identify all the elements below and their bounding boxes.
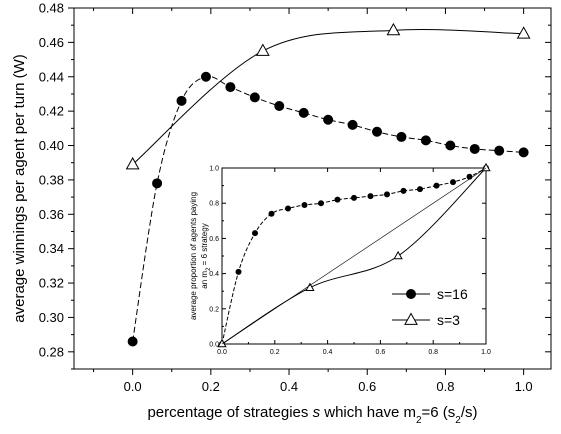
x-tick-label: 0.0	[124, 379, 142, 394]
inset-series-line-diagonal	[221, 167, 487, 345]
inset-data-point-s=16	[400, 187, 407, 194]
inset-y-axis-label-part: 2	[206, 267, 212, 271]
data-point-s=16	[518, 147, 529, 158]
x-axis-label-part: 2	[416, 415, 422, 426]
inset-data-point-s=16	[285, 205, 291, 212]
inset-data-point-s=3	[393, 250, 403, 260]
main-plot: 0.0 0.2 0.4 0.6 0.8 1.0 0.28 0.30 0.32 0.34 0.36 0.…	[11, 1, 552, 426]
inset-data-point-s=16	[235, 268, 242, 275]
data-point-s=3	[255, 43, 270, 56]
inset-y-axis-label-part: an m	[200, 271, 209, 289]
y-tick-label: 0.38	[39, 172, 64, 187]
data-point-s=3	[125, 156, 140, 170]
inset-y-tick-label: 0.6	[209, 236, 219, 243]
inset-y-tick-label: 1.0	[209, 166, 219, 173]
data-point-s=16	[469, 143, 480, 154]
inset-y-tick-label: 0.8	[209, 201, 219, 208]
data-point-s=16	[347, 119, 358, 130]
x-axis-label: percentage of strategies s which have m2…	[147, 404, 477, 426]
inset-y-axis-label-line1: average proportion of agents paying	[189, 192, 198, 320]
inset-data-point-s=16	[351, 194, 357, 201]
data-point-s=16	[249, 92, 260, 103]
inset-data-point-s=16	[417, 186, 423, 193]
inset-x-tick-label: 0.0	[217, 349, 227, 356]
inset-data-point-s=16	[433, 182, 440, 189]
data-point-s=16	[127, 336, 138, 347]
data-point-s=3	[516, 26, 531, 39]
x-axis-label-part: /s)	[461, 404, 478, 421]
data-point-s=3	[386, 22, 401, 36]
data-point-s=16	[445, 140, 456, 151]
data-point-s=16	[176, 95, 187, 106]
inset-plot: 0.0 0.2 0.4 0.6 0.8 1.0 0.0 0.2 0.4 0.6 0.8 1.0 aver…	[178, 160, 496, 360]
x-axis-label-part: s	[313, 404, 321, 421]
data-point-s=16	[372, 126, 383, 137]
data-point-s=16	[298, 107, 309, 118]
legend-label-s=3: s=3	[437, 312, 460, 328]
y-tick-label: 0.36	[39, 207, 64, 222]
data-point-s=16	[420, 135, 431, 146]
data-point-s=16	[225, 82, 236, 93]
inset-y-tick-label: 0.0	[209, 342, 219, 349]
inset-data-point-s=16	[268, 210, 275, 217]
inset-data-point-s=16	[301, 201, 308, 208]
inset-x-tick-label: 0.4	[323, 349, 333, 356]
legend-marker-s=16	[406, 289, 416, 299]
y-tick-label: 0.46	[39, 35, 64, 50]
x-tick-label: 0.4	[280, 379, 298, 394]
inset-series-line-s=3	[221, 167, 487, 345]
data-point-s=16	[494, 145, 505, 156]
y-tick-label: 0.32	[39, 276, 64, 291]
inset-x-tick-label: 0.6	[376, 349, 386, 356]
inset-data-point-s=16	[450, 179, 456, 186]
inset-background	[178, 160, 496, 360]
y-tick-label: 0.40	[39, 138, 64, 153]
inset-y-tick-label: 0.4	[209, 271, 219, 278]
x-axis-label-part: =6 (s	[422, 404, 456, 421]
data-point-s=16	[323, 114, 334, 125]
x-tick-label: 0.2	[202, 379, 220, 394]
inset-y-tick-label: 0.2	[209, 306, 219, 313]
y-tick-label: 0.30	[39, 310, 64, 325]
y-axis-label: average winnings per agent per turn (W)	[11, 54, 28, 322]
y-tick-label: 0.34	[39, 241, 64, 256]
data-point-s=16	[396, 131, 407, 142]
y-tick-label: 0.28	[39, 344, 64, 359]
main-plot-frame	[73, 7, 552, 370]
inset-data-point-s=16	[252, 230, 258, 237]
x-axis-label-part: 2	[455, 415, 461, 426]
inset-x-tick-label: 0.2	[270, 349, 280, 356]
inset-data-point-s=16	[384, 191, 390, 198]
legend-label-s=16: s=16	[437, 286, 468, 302]
data-point-s=16	[274, 100, 285, 111]
y-tick-label: 0.44	[39, 69, 64, 84]
y-tick-label: 0.42	[39, 104, 64, 119]
inset-data-point-s=3	[217, 338, 227, 348]
x-tick-label: 0.8	[436, 379, 454, 394]
y-tick-label: 0.48	[39, 1, 64, 16]
x-axis-label-part: which have m	[320, 404, 416, 421]
inset-y-axis-label-line2: an m2 = 6 strategy	[200, 223, 212, 288]
x-tick-label: 0.6	[358, 379, 376, 394]
inset-x-tick-label: 1.0	[481, 349, 491, 356]
series-line-s=3	[132, 29, 524, 165]
inset-y-axis-label-part: = 6 strategy	[200, 223, 209, 267]
inset-data-point-s=16	[318, 200, 324, 207]
inset-data-point-s=16	[367, 193, 374, 200]
data-point-s=16	[152, 178, 163, 189]
x-tick-label: 1.0	[515, 379, 533, 394]
inset-x-tick-label: 0.8	[428, 349, 438, 356]
inset-series-line-s=16	[221, 167, 487, 345]
data-point-s=16	[200, 71, 211, 82]
x-axis-label-part: percentage of strategies	[147, 404, 312, 421]
inset-data-point-s=16	[334, 196, 341, 203]
legend-marker-s=3	[404, 312, 418, 325]
